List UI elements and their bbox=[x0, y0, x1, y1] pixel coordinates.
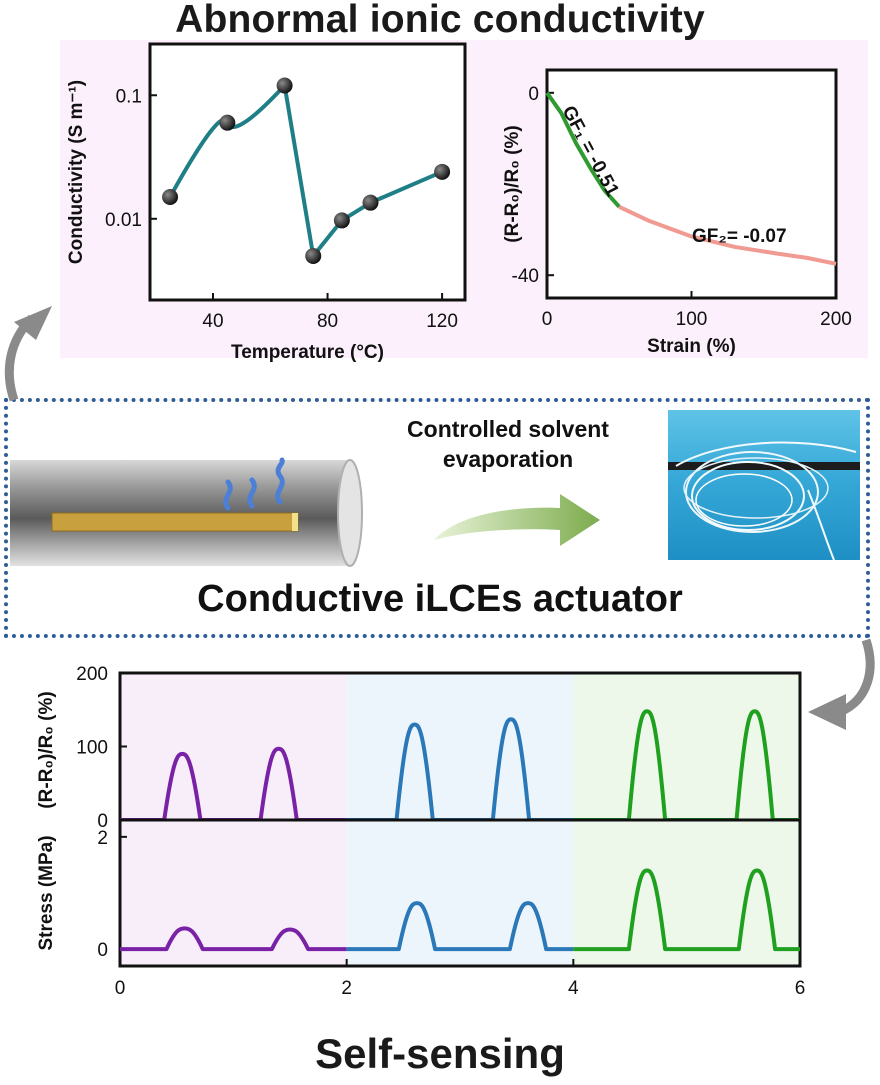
y-axis-label: Conductivity (S m⁻¹) bbox=[66, 80, 87, 264]
evaporation-label-line1: Controlled solvent bbox=[407, 416, 609, 442]
process-arrow bbox=[434, 494, 600, 546]
x-tick-label: 4 bbox=[568, 978, 579, 999]
left-curved-arrow-head bbox=[14, 306, 52, 340]
evaporation-label: Controlled solvent evaporation bbox=[348, 414, 668, 474]
right-curved-arrow-head bbox=[808, 694, 846, 730]
gf2-annotation: GF₂= -0.07 bbox=[692, 226, 787, 247]
bottom-title: Self-sensing bbox=[315, 1030, 565, 1077]
x-tick-label: 100 bbox=[676, 309, 708, 330]
x-tick-label: 200 bbox=[820, 309, 852, 330]
fit-line-drop bbox=[282, 85, 316, 257]
resistance-cycles-plot: 0 100 200 (R-R₀)/R₀ (%) bbox=[36, 664, 802, 832]
evaporation-label-line2: evaporation bbox=[442, 446, 574, 472]
right-curved-arrow bbox=[837, 638, 875, 717]
fiber-photo bbox=[668, 410, 860, 561]
fiber-rod bbox=[51, 512, 299, 532]
fit-line-recovery bbox=[311, 169, 443, 258]
plot-frame bbox=[545, 68, 838, 300]
cycle-series-line bbox=[573, 709, 800, 822]
conductivity-plot: 40 80 120 0.01 0.1 Temperature (°C) Conductivi… bbox=[66, 42, 467, 363]
y-tick-label: 0 bbox=[528, 84, 539, 105]
cycle-series-line bbox=[573, 868, 800, 952]
x-tick-label: 2 bbox=[341, 978, 352, 999]
x-tick-label: 6 bbox=[795, 978, 806, 999]
x-tick-label: 40 bbox=[202, 311, 223, 332]
x-tick-label: 0 bbox=[115, 978, 126, 999]
series-line bbox=[618, 204, 837, 266]
tube-illustration bbox=[10, 457, 363, 567]
data-point bbox=[333, 212, 350, 229]
data-point bbox=[162, 189, 179, 206]
y-axis-label: Stress (MPa) bbox=[36, 835, 57, 950]
vapor-icon bbox=[247, 477, 257, 509]
vapor-icon bbox=[223, 479, 233, 511]
y-tick-label: 200 bbox=[76, 664, 108, 685]
cycle-series-line bbox=[346, 901, 574, 952]
y-axis-label: (R-R₀)/R₀ (%) bbox=[502, 125, 523, 242]
y-tick-label: 0 bbox=[97, 811, 108, 832]
segment-background bbox=[573, 820, 800, 966]
y-tick-label: 0.01 bbox=[105, 210, 142, 231]
vapor-icon bbox=[275, 457, 285, 505]
segment-background bbox=[346, 673, 574, 820]
cycle-series-line bbox=[346, 717, 574, 822]
middle-caption: Conductive iLCEs actuator bbox=[197, 578, 683, 620]
y-tick-label: 0 bbox=[97, 940, 108, 961]
y-axis-label: (R-R₀)/R₀ (%) bbox=[36, 691, 57, 808]
top-title: Abnormal ionic conductivity bbox=[175, 0, 705, 41]
x-tick-label: 120 bbox=[426, 311, 458, 332]
plot-frame bbox=[148, 42, 467, 302]
stress-cycles-plot: 0 2 0 2 4 6 Stress (MPa) bbox=[36, 818, 806, 999]
plot-frame bbox=[118, 818, 802, 968]
y-tick-label: 2 bbox=[97, 828, 108, 849]
segment-background bbox=[346, 820, 574, 966]
cycle-series-line bbox=[120, 926, 347, 952]
x-axis-label: Temperature (°C) bbox=[231, 342, 384, 363]
x-tick-label: 80 bbox=[317, 311, 338, 332]
x-tick-label: 0 bbox=[542, 309, 553, 330]
data-point bbox=[305, 247, 322, 264]
data-point bbox=[219, 114, 236, 131]
segment-background bbox=[120, 820, 347, 966]
data-point bbox=[434, 163, 451, 180]
cycle-series-line bbox=[120, 746, 347, 822]
data-point bbox=[276, 77, 293, 94]
segment-background bbox=[573, 673, 800, 820]
series-line bbox=[545, 91, 621, 209]
segment-background bbox=[120, 673, 347, 820]
y-tick-label: -40 bbox=[512, 266, 539, 287]
x-axis-label: Strain (%) bbox=[647, 336, 736, 357]
y-tick-label: 100 bbox=[76, 738, 108, 759]
actuator-dashed-box bbox=[4, 398, 870, 638]
data-point bbox=[362, 194, 379, 211]
y-tick-label: 0.1 bbox=[116, 86, 142, 107]
